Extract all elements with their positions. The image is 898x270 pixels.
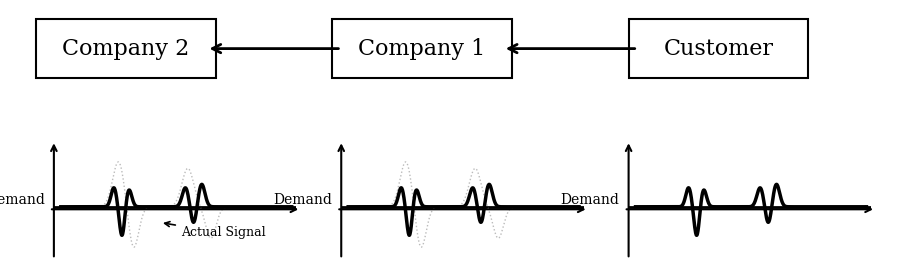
Text: Company 2: Company 2: [62, 38, 189, 60]
Text: Demand: Demand: [0, 193, 45, 207]
Text: Demand: Demand: [273, 193, 332, 207]
Text: Actual Signal: Actual Signal: [164, 222, 266, 239]
Text: Demand: Demand: [560, 193, 620, 207]
Text: Customer: Customer: [664, 38, 773, 60]
Text: Company 1: Company 1: [358, 38, 486, 60]
